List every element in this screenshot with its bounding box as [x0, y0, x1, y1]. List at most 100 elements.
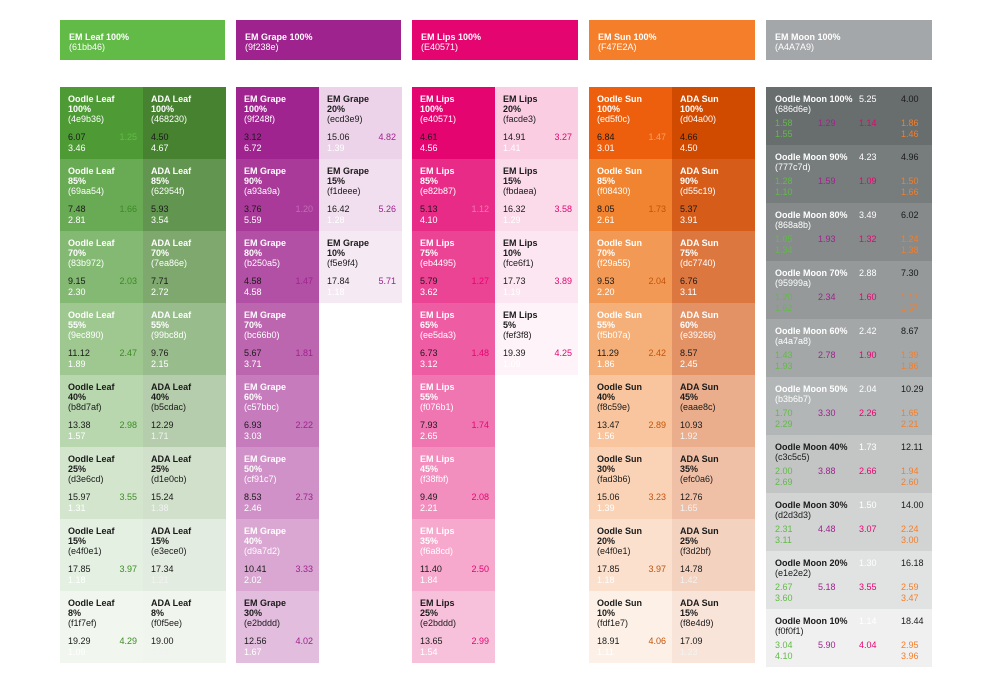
contrast-white: 6.72 — [244, 143, 262, 153]
moon-swatch-name: Oodle Moon 30% — [775, 500, 848, 510]
moon-swatch-hex: (686d6e) — [775, 104, 812, 114]
swatch-percent: 100% — [680, 104, 704, 114]
contrast-black: 6.02 — [901, 210, 919, 220]
moon-swatch-name: Oodle Moon 50% — [775, 384, 848, 394]
swatch-name: Oodle Leaf — [68, 310, 115, 320]
contrast-white: 3.12 — [420, 359, 438, 369]
moon-swatch-hex: (a4a7a8) — [775, 336, 812, 346]
swatch-name: EM Lips — [420, 598, 455, 608]
contrast-black: 5.37 — [680, 204, 698, 214]
swatch-hex: (e3ece0) — [151, 546, 187, 556]
swatch-percent: 25% — [420, 608, 439, 618]
contrast-white: 3.62 — [420, 287, 438, 297]
contrast-black: 3.12 — [244, 132, 262, 142]
swatch-hex: (ee5da3) — [420, 330, 457, 340]
swatch-cell: ADA Sun 15% (f8e4d9) 17.09 1.23 — [672, 591, 755, 663]
swatch-percent: 8% — [151, 608, 165, 618]
moon-swatch-hex: (c3c5c5) — [775, 452, 810, 462]
contrast-ada-leaf: 3.60 — [775, 593, 793, 603]
contrast-white: 3.01 — [597, 143, 615, 153]
swatch-percent: 15% — [680, 608, 699, 618]
swatch-cell: Oodle Sun 85% (f08430) 8.05 1.73 2.61 — [589, 159, 672, 231]
contrast-brand: 1.81 — [295, 348, 313, 358]
swatch-hex: (d55c19) — [680, 186, 716, 196]
contrast-black: 17.73 — [503, 276, 526, 286]
contrast-white: 1.57 — [68, 431, 86, 441]
palette-header-title: EM Leaf 100% — [69, 32, 130, 42]
swatch-name: Oodle Sun — [597, 310, 642, 320]
contrast-ada-leaf: 2.29 — [775, 419, 793, 429]
swatch-cell: ADA Leaf 85% (62954f) 5.93 3.54 — [143, 159, 226, 231]
swatch-hex: (fad3b6) — [597, 474, 631, 484]
contrast-brand: 2.42 — [648, 348, 666, 358]
swatch-hex: (efc0a6) — [680, 474, 714, 484]
contrast-black: 14.91 — [503, 132, 526, 142]
swatch-hex: (d9a7d2) — [244, 546, 281, 556]
moon-swatch-name: Oodle Moon 90% — [775, 152, 848, 162]
moon-swatch-cell: Oodle Moon 100% (686d6e) 5.25 4.00 1.58 1.29 1… — [766, 87, 932, 145]
swatch-percent: 20% — [327, 104, 346, 114]
swatch-percent: 45% — [420, 464, 439, 474]
contrast-black: 18.91 — [597, 636, 620, 646]
contrast-white: 1.41 — [503, 143, 521, 153]
contrast-lips: 3.07 — [859, 524, 877, 534]
contrast-white: 1.18 — [327, 287, 345, 297]
swatch-hex: (e4f0e1) — [68, 546, 102, 556]
contrast-black: 15.24 — [151, 492, 174, 502]
contrast-ada-sun: 2.21 — [901, 419, 919, 429]
swatch-name: ADA Sun — [680, 382, 719, 392]
swatch-hex: (b5cdac) — [151, 402, 187, 412]
swatch-cell: EM Lips 5% (fef3f8) 19.39 4.25 1.09 — [495, 303, 578, 375]
swatch-hex: (e82b87) — [420, 186, 457, 196]
contrast-brand: 5.71 — [378, 276, 396, 286]
contrast-sun: 1.50 — [901, 176, 919, 186]
contrast-black: 5.79 — [420, 276, 438, 286]
palette-header-title: EM Sun 100% — [598, 32, 657, 42]
swatch-name: EM Grape — [244, 238, 287, 248]
swatch-name: EM Grape — [244, 382, 287, 392]
contrast-white: 1.10 — [151, 647, 169, 657]
swatch-cell: EM Grape 90% (a93a9a) 3.76 1.20 5.59 — [236, 159, 319, 231]
swatch-name: EM Grape — [327, 94, 370, 104]
moon-swatch-hex: (f0f0f1) — [775, 626, 804, 636]
contrast-white: 1.11 — [597, 647, 614, 657]
swatch-hex: (ed5f0c) — [597, 114, 631, 124]
contrast-white: 2.04 — [859, 384, 877, 394]
contrast-ada-leaf: 1.10 — [775, 187, 793, 197]
contrast-brand: 1.74 — [471, 420, 489, 430]
contrast-leaf: 1.43 — [775, 350, 793, 360]
contrast-sun: 2.59 — [901, 582, 919, 592]
contrast-black: 10.41 — [244, 564, 267, 574]
contrast-white: 1.65 — [680, 503, 698, 513]
swatch-name: EM Lips — [420, 94, 455, 104]
contrast-grape: 2.78 — [818, 350, 836, 360]
contrast-white: 2.45 — [680, 359, 698, 369]
swatch-hex: (b8d7af) — [68, 402, 102, 412]
swatch-hex: (69aa54) — [68, 186, 105, 196]
swatch-percent: 30% — [597, 464, 616, 474]
contrast-black: 5.93 — [151, 204, 169, 214]
swatch-percent: 35% — [420, 536, 439, 546]
swatch-name: Oodle Sun — [597, 94, 642, 104]
swatch-cell: EM Lips 75% (eb4495) 5.79 1.27 3.62 — [412, 231, 495, 303]
swatch-hex: (f38fbf) — [420, 474, 449, 484]
swatch-cell: Oodle Leaf 85% (69aa54) 7.48 1.66 2.81 — [60, 159, 143, 231]
swatch-name: EM Lips — [420, 454, 455, 464]
contrast-brand: 1.27 — [471, 276, 489, 286]
moon-swatch-hex: (b3b6b7) — [775, 394, 812, 404]
contrast-ada-leaf: 1.34 — [775, 245, 793, 255]
swatch-percent: 70% — [244, 320, 263, 330]
contrast-brand: 5.26 — [378, 204, 396, 214]
swatch-cell: Oodle Leaf 55% (9ec890) 11.12 2.47 1.89 — [60, 303, 143, 375]
swatch-percent: 15% — [327, 176, 346, 186]
contrast-black: 6.84 — [597, 132, 615, 142]
contrast-brand: 2.99 — [471, 636, 489, 646]
contrast-brand: 2.22 — [295, 420, 313, 430]
contrast-white: 3.03 — [244, 431, 262, 441]
swatch-percent: 25% — [151, 464, 170, 474]
contrast-white: 1.31 — [68, 503, 86, 513]
swatch-hex: (f8e4d9) — [680, 618, 714, 628]
contrast-white: 1.92 — [680, 431, 698, 441]
swatch-hex: (fdf1e7) — [597, 618, 629, 628]
contrast-leaf: 1.05 — [775, 234, 793, 244]
